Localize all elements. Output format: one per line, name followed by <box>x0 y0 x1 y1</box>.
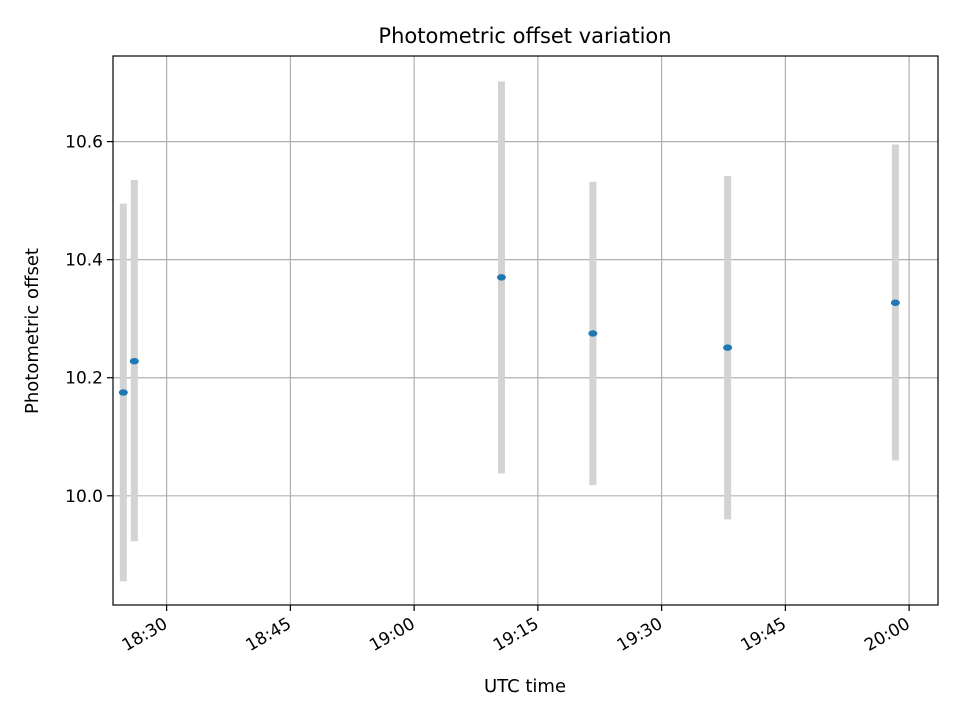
data-points <box>118 274 900 396</box>
y-tick-label: 10.6 <box>65 133 103 153</box>
y-tick-label: 10.4 <box>65 251 103 271</box>
y-tick-label: 10.2 <box>65 369 103 389</box>
grid <box>113 56 938 605</box>
data-point <box>129 357 139 365</box>
data-point <box>890 299 900 306</box>
data-point <box>588 330 598 337</box>
x-axis-label: UTC time <box>484 676 566 697</box>
plot-frame <box>112 55 939 606</box>
y-axis-ticks: 10.0 10.2 10.4 10.6 <box>65 133 113 507</box>
data-point <box>723 344 733 351</box>
data-point <box>496 274 506 281</box>
data-point <box>118 389 128 396</box>
y-tick-label: 10.0 <box>65 487 103 507</box>
y-axis-label: Photometric offset <box>22 248 43 414</box>
chart-title: Photometric offset variation <box>378 24 671 48</box>
